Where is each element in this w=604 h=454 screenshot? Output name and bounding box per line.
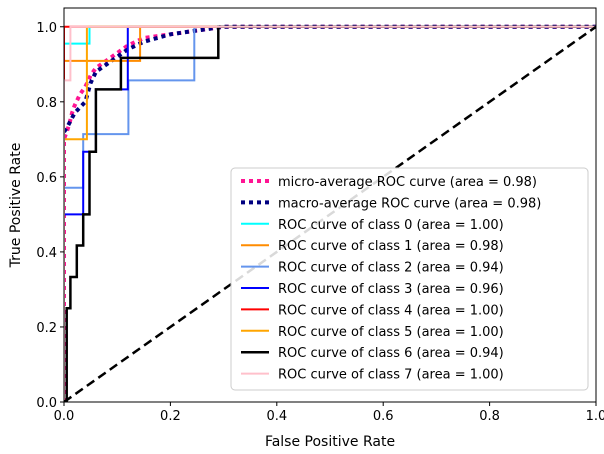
y-tick-label: 0.8 xyxy=(36,96,57,111)
legend-label-1: macro-average ROC curve (area = 0.98) xyxy=(278,196,541,211)
series-line-0 xyxy=(64,24,596,402)
y-axis-label: True Positive Rate xyxy=(8,143,24,269)
curves-layer xyxy=(64,24,596,402)
x-tick-label: 0.0 xyxy=(54,409,75,424)
series-line-1 xyxy=(64,24,596,133)
legend-label-0: micro-average ROC curve (area = 0.98) xyxy=(278,175,537,190)
series-line-4 xyxy=(64,25,596,402)
legend-label-5: ROC curve of class 3 (area = 0.96) xyxy=(278,282,504,297)
x-tick-label: 0.2 xyxy=(160,409,181,424)
legend-label-8: ROC curve of class 6 (area = 0.94) xyxy=(278,346,504,361)
y-tick-label: 0.4 xyxy=(36,246,57,261)
series-line-8 xyxy=(64,25,596,402)
plot-frame xyxy=(63,7,597,403)
legend-label-6: ROC curve of class 4 (area = 1.00) xyxy=(278,303,504,318)
x-tick-label: 0.8 xyxy=(479,409,500,424)
y-tick-label: 0.0 xyxy=(36,396,57,411)
x-axis-label: False Positive Rate xyxy=(265,434,395,450)
legend-label-3: ROC curve of class 1 (area = 0.98) xyxy=(278,239,504,254)
y-tick-label: 0.6 xyxy=(36,171,57,186)
legend-box xyxy=(230,167,589,391)
legend-label-7: ROC curve of class 5 (area = 1.00) xyxy=(278,325,504,340)
legend-label-4: ROC curve of class 2 (area = 0.94) xyxy=(278,261,504,276)
x-tick-label: 0.6 xyxy=(373,409,394,424)
legend-label-2: ROC curve of class 0 (area = 1.00) xyxy=(278,218,504,233)
legend: micro-average ROC curve (area = 0.98) mac… xyxy=(230,167,589,391)
y-tick-label: 1.0 xyxy=(36,21,57,36)
ticks-layer: 0.0 0.2 0.4 0.6 0.8 1.0 0.0 0.2 0.4 0.6 0.8 1.0 xyxy=(36,21,604,424)
y-tick-label: 0.2 xyxy=(36,321,57,336)
x-tick-label: 1.0 xyxy=(586,409,604,424)
x-tick-label: 0.4 xyxy=(266,409,287,424)
series-line-9 xyxy=(64,25,596,402)
legend-label-9: ROC curve of class 7 (area = 1.00) xyxy=(278,368,504,383)
